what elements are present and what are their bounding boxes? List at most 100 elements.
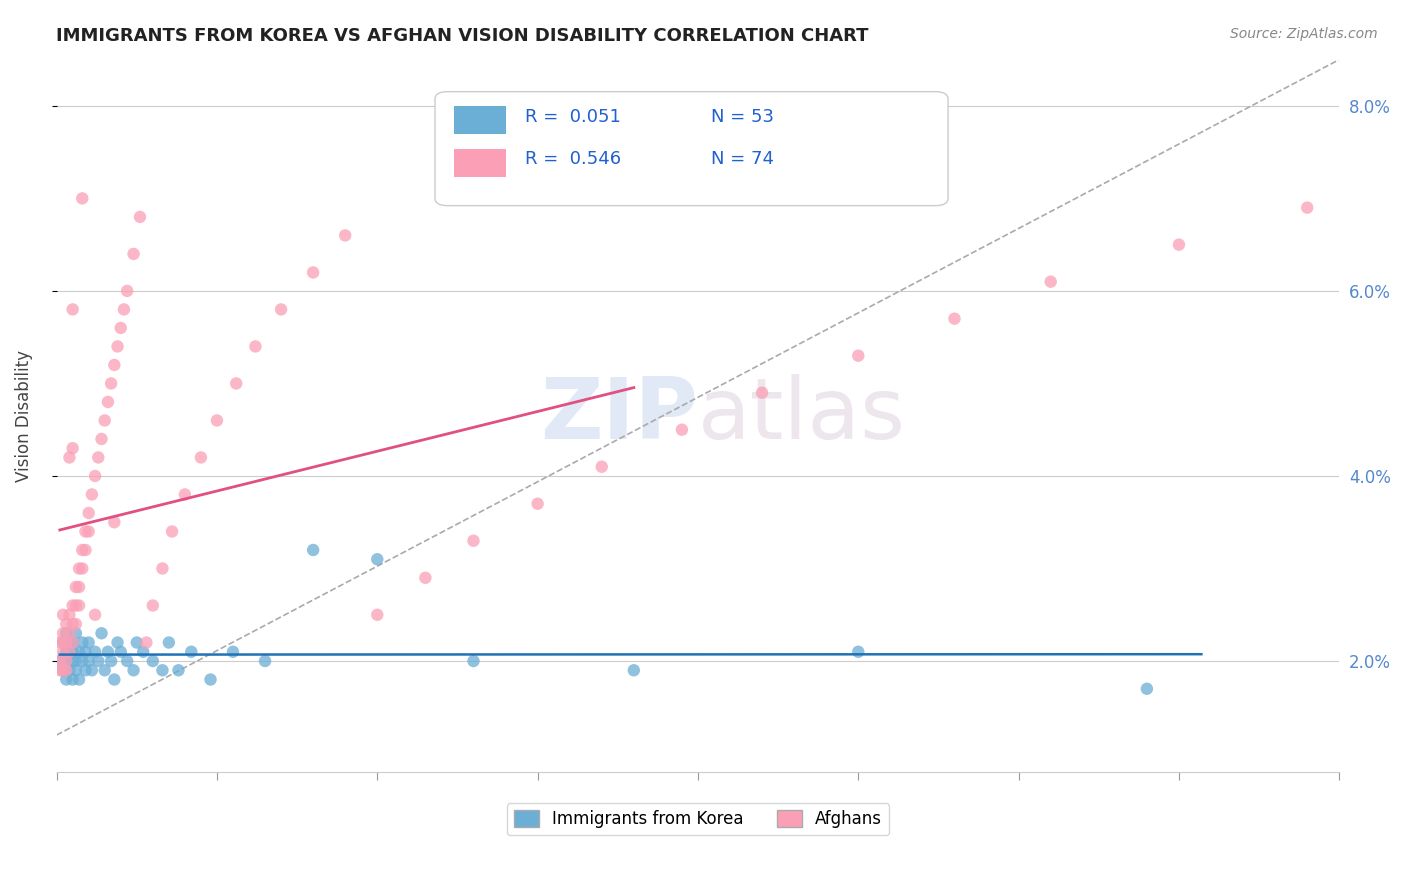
Point <box>1039 275 1062 289</box>
Point <box>84 645 107 659</box>
Point <box>90 626 112 640</box>
Point <box>302 543 325 558</box>
Point <box>49 654 72 668</box>
Point <box>84 469 107 483</box>
Point <box>62 599 84 613</box>
Point <box>254 654 277 668</box>
Point <box>87 654 110 668</box>
Point <box>463 533 485 548</box>
Point <box>67 673 90 687</box>
Point <box>55 626 77 640</box>
Point <box>93 413 115 427</box>
Point <box>49 654 72 668</box>
Point <box>77 635 100 649</box>
Point <box>103 515 125 529</box>
Point <box>77 506 100 520</box>
Point <box>103 358 125 372</box>
Point <box>49 635 72 649</box>
Point <box>62 302 84 317</box>
FancyBboxPatch shape <box>434 92 948 206</box>
Point <box>100 376 122 391</box>
Point <box>302 265 325 279</box>
Point <box>1168 237 1191 252</box>
Text: N = 74: N = 74 <box>711 151 773 169</box>
Point <box>55 654 77 668</box>
Point <box>200 673 222 687</box>
Point <box>72 654 94 668</box>
Point <box>132 645 155 659</box>
Point <box>77 654 100 668</box>
Point <box>142 599 165 613</box>
Point <box>55 617 77 632</box>
Point <box>67 580 90 594</box>
Point <box>93 663 115 677</box>
Point <box>270 302 292 317</box>
Point <box>180 645 202 659</box>
Point <box>129 210 152 224</box>
Point <box>415 571 437 585</box>
Point <box>100 654 122 668</box>
Point <box>58 663 80 677</box>
Text: R =  0.051: R = 0.051 <box>524 108 620 126</box>
Point <box>103 673 125 687</box>
Point <box>65 580 87 594</box>
Point <box>591 459 613 474</box>
Point <box>107 635 129 649</box>
Bar <box>454 149 506 178</box>
Point <box>623 663 645 677</box>
Point <box>49 663 72 677</box>
Point <box>142 654 165 668</box>
Point <box>112 302 135 317</box>
Point <box>55 635 77 649</box>
Point <box>190 450 212 465</box>
Point <box>225 376 247 391</box>
Point <box>58 645 80 659</box>
Point <box>65 599 87 613</box>
Point <box>77 524 100 539</box>
Point <box>62 635 84 649</box>
Point <box>58 607 80 622</box>
Legend: Immigrants from Korea, Afghans: Immigrants from Korea, Afghans <box>508 804 889 835</box>
Point <box>62 635 84 649</box>
Point <box>222 645 245 659</box>
Point <box>62 654 84 668</box>
Point <box>65 626 87 640</box>
Point <box>87 450 110 465</box>
Point <box>122 663 145 677</box>
Point <box>751 385 773 400</box>
Point <box>52 645 75 659</box>
Bar <box>454 106 506 135</box>
Point <box>135 635 157 649</box>
Point <box>152 663 174 677</box>
Point <box>65 617 87 632</box>
Point <box>80 663 103 677</box>
Point <box>58 450 80 465</box>
Point <box>75 543 97 558</box>
Point <box>67 561 90 575</box>
Point <box>122 247 145 261</box>
Point <box>52 607 75 622</box>
Point <box>110 645 132 659</box>
Point <box>152 561 174 575</box>
Point <box>1136 681 1159 696</box>
Point <box>72 543 94 558</box>
Point <box>205 413 228 427</box>
Point <box>366 607 388 622</box>
Point <box>52 663 75 677</box>
Y-axis label: Vision Disability: Vision Disability <box>15 350 32 482</box>
Point <box>671 423 693 437</box>
Point <box>97 395 120 409</box>
Point <box>55 663 77 677</box>
Point <box>1296 201 1319 215</box>
Text: N = 53: N = 53 <box>711 108 773 126</box>
Point <box>75 524 97 539</box>
Point <box>65 663 87 677</box>
Point <box>62 673 84 687</box>
Point <box>58 645 80 659</box>
Point <box>58 626 80 640</box>
Point <box>157 635 180 649</box>
Point <box>52 635 75 649</box>
Point <box>846 349 869 363</box>
Point <box>72 635 94 649</box>
Point <box>90 432 112 446</box>
